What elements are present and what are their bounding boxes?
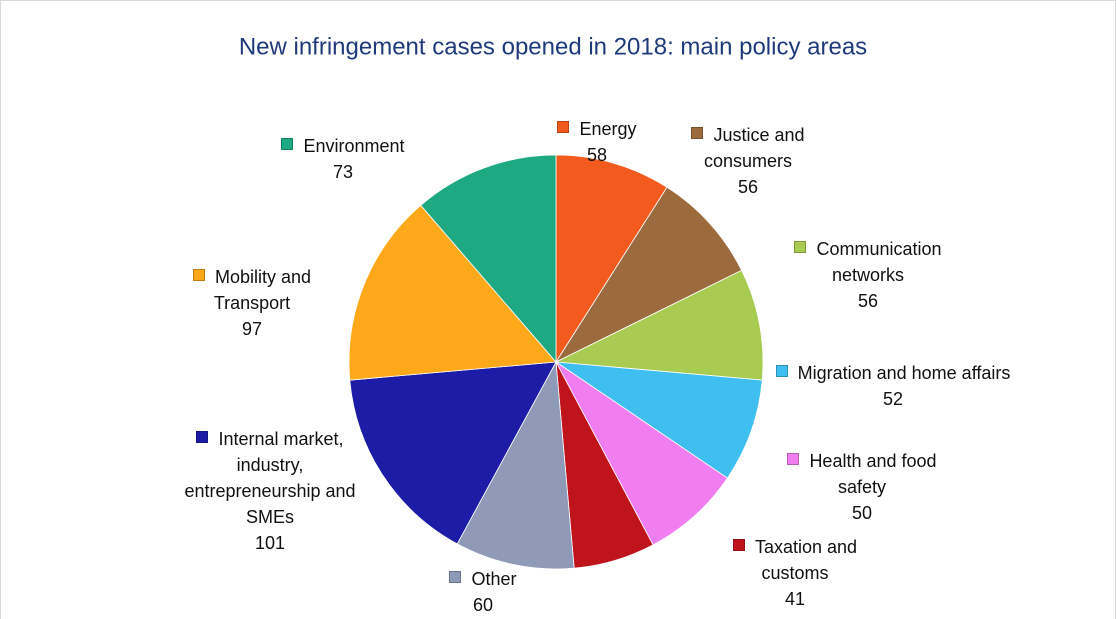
legend-marker [787, 453, 800, 465]
pie-slice [555, 361, 728, 546]
pie-slice [348, 204, 557, 381]
pie-slice [456, 360, 575, 570]
legend-marker [794, 241, 807, 253]
pie-slice [420, 154, 557, 364]
data-label: Other 60 [428, 566, 538, 618]
category-label: Justice and consumers [703, 125, 805, 171]
value-label: 56 [857, 291, 879, 311]
legend-marker [449, 571, 462, 583]
category-label: Communication networks [816, 239, 942, 285]
chart-title: New infringement cases opened in 2018: m… [239, 33, 867, 60]
category-label: Health and food safety [809, 451, 937, 497]
legend-marker [691, 127, 704, 139]
pie-slice [554, 269, 764, 381]
category-label: Energy [579, 119, 637, 139]
value-label: 50 [851, 503, 873, 523]
value-label: 58 [586, 145, 608, 165]
data-label: Internal market, industry, entrepreneurs… [170, 426, 370, 556]
category-label: Environment [303, 136, 405, 156]
category-label: Migration and home affairs [797, 363, 1011, 383]
value-label: 56 [737, 177, 759, 197]
legend-marker [732, 539, 745, 551]
category-label: Mobility and Transport [213, 267, 312, 313]
value-label: 101 [254, 533, 286, 553]
data-label: Mobility and Transport 97 [177, 264, 327, 342]
category-label: Taxation and customs [754, 537, 858, 583]
pie-slice [554, 186, 743, 363]
legend-marker [775, 365, 788, 377]
data-label: Health and food safety 50 [767, 448, 957, 526]
data-label: Justice and consumers 56 [673, 122, 823, 200]
data-label: Communication networks 56 [783, 236, 953, 314]
value-label: 73 [332, 162, 354, 182]
value-label: 41 [784, 589, 806, 609]
pie-slice [555, 154, 668, 364]
legend-marker [192, 269, 205, 281]
category-label: Other [471, 569, 517, 589]
data-label: Environment 73 [253, 133, 433, 185]
pie-slice [554, 361, 763, 479]
legend-marker [557, 121, 570, 133]
value-label: 60 [472, 595, 494, 615]
value-label: 52 [882, 389, 904, 409]
pie-slice [349, 361, 557, 545]
legend-marker [281, 138, 294, 150]
value-label: 97 [241, 319, 263, 339]
data-label: Taxation and customs 41 [710, 534, 880, 612]
data-label: Migration and home affairs 52 [773, 360, 1013, 412]
legend-marker [196, 431, 209, 443]
category-label: Internal market, industry, entrepreneurs… [184, 429, 356, 527]
data-label: Energy 58 [532, 116, 662, 168]
